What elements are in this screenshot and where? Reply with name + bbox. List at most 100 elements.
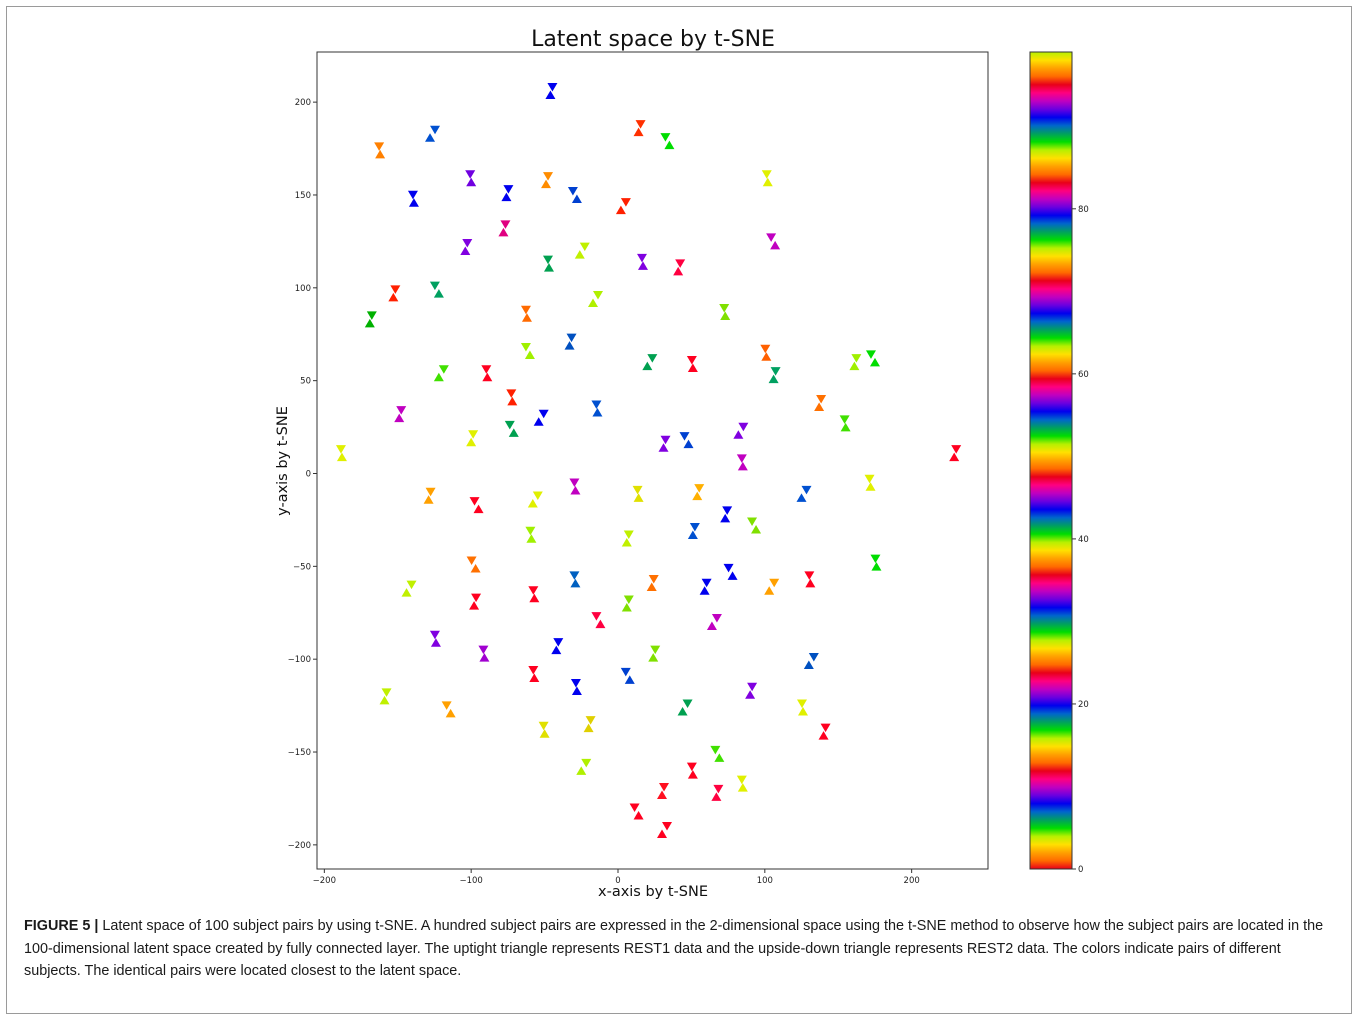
rest2-marker [660,133,671,142]
subject-pair [766,233,781,250]
subject-pair [564,333,577,350]
rest1-marker [394,413,405,423]
rest2-marker [701,578,712,588]
y-tick-label: 200 [295,98,311,108]
subject-pair [719,303,731,320]
y-axis-ticks: −200 −150 −100 −50 0 50 100 150 200 [288,98,317,851]
subject-pair [720,506,733,523]
colorbar-tick-label: 0 [1078,865,1083,875]
rest1-marker [796,493,807,502]
x-tick-label: −100 [459,876,482,886]
rest2-marker [581,758,592,768]
rest2-marker [738,422,749,432]
rest1-marker [949,452,960,462]
rest2-marker [390,285,401,294]
subject-pair [520,305,532,322]
subject-pair [460,238,473,255]
rest2-marker [520,305,531,315]
rest2-marker [547,82,558,92]
subject-pair [567,186,582,203]
rest2-marker [441,701,452,710]
rest2-marker [951,445,962,454]
rest1-marker [761,352,772,361]
rest1-marker [423,495,434,504]
rest2-marker [620,667,631,677]
subject-pair [583,716,596,733]
rest2-marker [747,517,758,526]
subject-pair [636,253,648,270]
rest1-marker [501,192,512,202]
subject-pair [621,595,634,612]
subject-pair [570,679,582,696]
rest1-marker [814,402,825,411]
rest1-marker [677,706,688,716]
rest1-marker [564,341,575,350]
rest1-marker [466,437,477,447]
rest2-marker [468,430,479,439]
subject-pair [481,365,493,382]
subject-pair [745,682,758,699]
subject-pair [711,784,724,801]
rest2-marker [471,593,482,603]
rest1-marker [633,810,644,820]
subject-pair [615,198,631,215]
rest1-marker [642,361,653,371]
rest2-marker [623,530,634,539]
rest2-marker [632,485,643,495]
rest2-marker [711,614,722,623]
rest2-marker [769,578,780,588]
rest2-marker [407,190,418,200]
y-tick-label: 100 [295,284,311,294]
rest1-marker [805,578,816,588]
rest1-marker [433,289,444,298]
caption-text: Latent space of 100 subject pairs by usi… [24,918,1324,979]
rest2-marker [570,679,581,688]
rest1-marker [533,417,544,426]
rest2-marker [569,478,580,487]
rest2-marker [647,354,658,363]
rest1-marker [570,485,581,495]
rest2-marker [648,575,659,584]
rest1-marker [658,443,669,452]
rest2-marker [636,253,647,263]
subject-pair [379,688,392,705]
rest1-marker [479,653,490,662]
rest2-marker [481,365,492,374]
rest2-marker [804,571,815,580]
subject-pair [527,491,543,508]
rest1-marker [482,372,493,382]
rest1-marker [733,430,744,439]
rest2-marker [796,699,807,708]
rest1-marker [803,660,814,670]
rest2-marker [591,612,602,621]
rest2-marker [591,400,602,410]
subject-pair [736,775,748,792]
rest2-marker [686,762,697,772]
subject-pair [673,259,686,276]
rest1-marker [551,645,562,655]
subject-pair [533,409,549,426]
rest2-marker [553,638,564,647]
rest2-marker [374,142,385,151]
rest1-marker [430,638,441,647]
subject-pair [425,125,441,142]
rest1-marker [768,374,779,384]
rest1-marker [633,493,644,502]
subject-pair [768,367,781,384]
rest1-marker [470,563,481,573]
subject-pair [849,354,862,371]
subject-pair [642,354,658,371]
subject-pair [687,523,700,540]
subject-pair [466,556,481,573]
rest2-marker [593,290,604,300]
subject-pair [465,170,477,187]
rest1-marker [818,731,829,740]
rest2-marker [747,682,758,692]
rest1-marker [751,524,762,534]
subject-pair [710,745,725,762]
figure-caption: FIGURE 5 | Latent space of 100 subject p… [24,915,1336,983]
rest1-marker [637,261,648,270]
y-tick-label: 150 [295,191,311,201]
rest2-marker [865,350,876,359]
x-tick-label: 0 [615,876,620,886]
